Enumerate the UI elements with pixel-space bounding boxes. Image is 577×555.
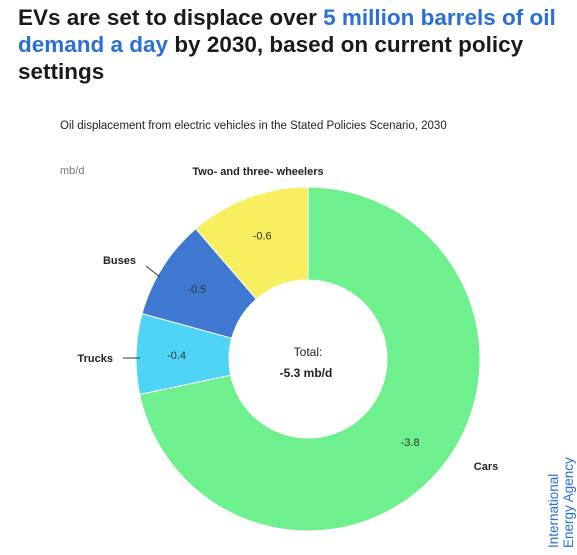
category-label: Trucks bbox=[78, 353, 113, 365]
headline-part1: EVs are set to displace over bbox=[18, 5, 324, 30]
leader-line bbox=[145, 265, 161, 278]
value-label: -0.5 bbox=[187, 284, 206, 296]
brand-line-1: International bbox=[546, 473, 561, 548]
unit-label: mb/d bbox=[60, 165, 85, 177]
leader-lines bbox=[123, 265, 161, 359]
brand-line-2: Energy Agency bbox=[561, 457, 576, 548]
category-label: Buses bbox=[103, 255, 136, 267]
headline-highlight: 5 million barrels of oil demand a day bbox=[18, 5, 556, 57]
value-label: -0.6 bbox=[253, 231, 272, 243]
slice-labels: -3.8 Cars -0.4 Trucks -0.5 Buses -0.6 Two- and … bbox=[78, 166, 499, 473]
headline: EVs are set to displace over 5 million b… bbox=[18, 4, 558, 85]
donut-slices bbox=[135, 186, 481, 532]
iea-logo: International Energy Agency bbox=[546, 457, 576, 548]
headline-part2: by 2030, based on current policy setting… bbox=[18, 32, 524, 84]
category-label: Two- and three- wheelers bbox=[192, 166, 323, 178]
center-value: -5.3 mb/d bbox=[280, 366, 333, 380]
category-label: Cars bbox=[474, 461, 498, 473]
slice-cars bbox=[139, 186, 481, 532]
center-label: Total: bbox=[294, 345, 323, 359]
slice-two-and-three-wheelers bbox=[195, 186, 309, 300]
chart-title: Oil displacement from electric vehicles … bbox=[60, 120, 447, 132]
value-label: -0.4 bbox=[167, 350, 186, 362]
value-label: -3.8 bbox=[401, 437, 420, 449]
